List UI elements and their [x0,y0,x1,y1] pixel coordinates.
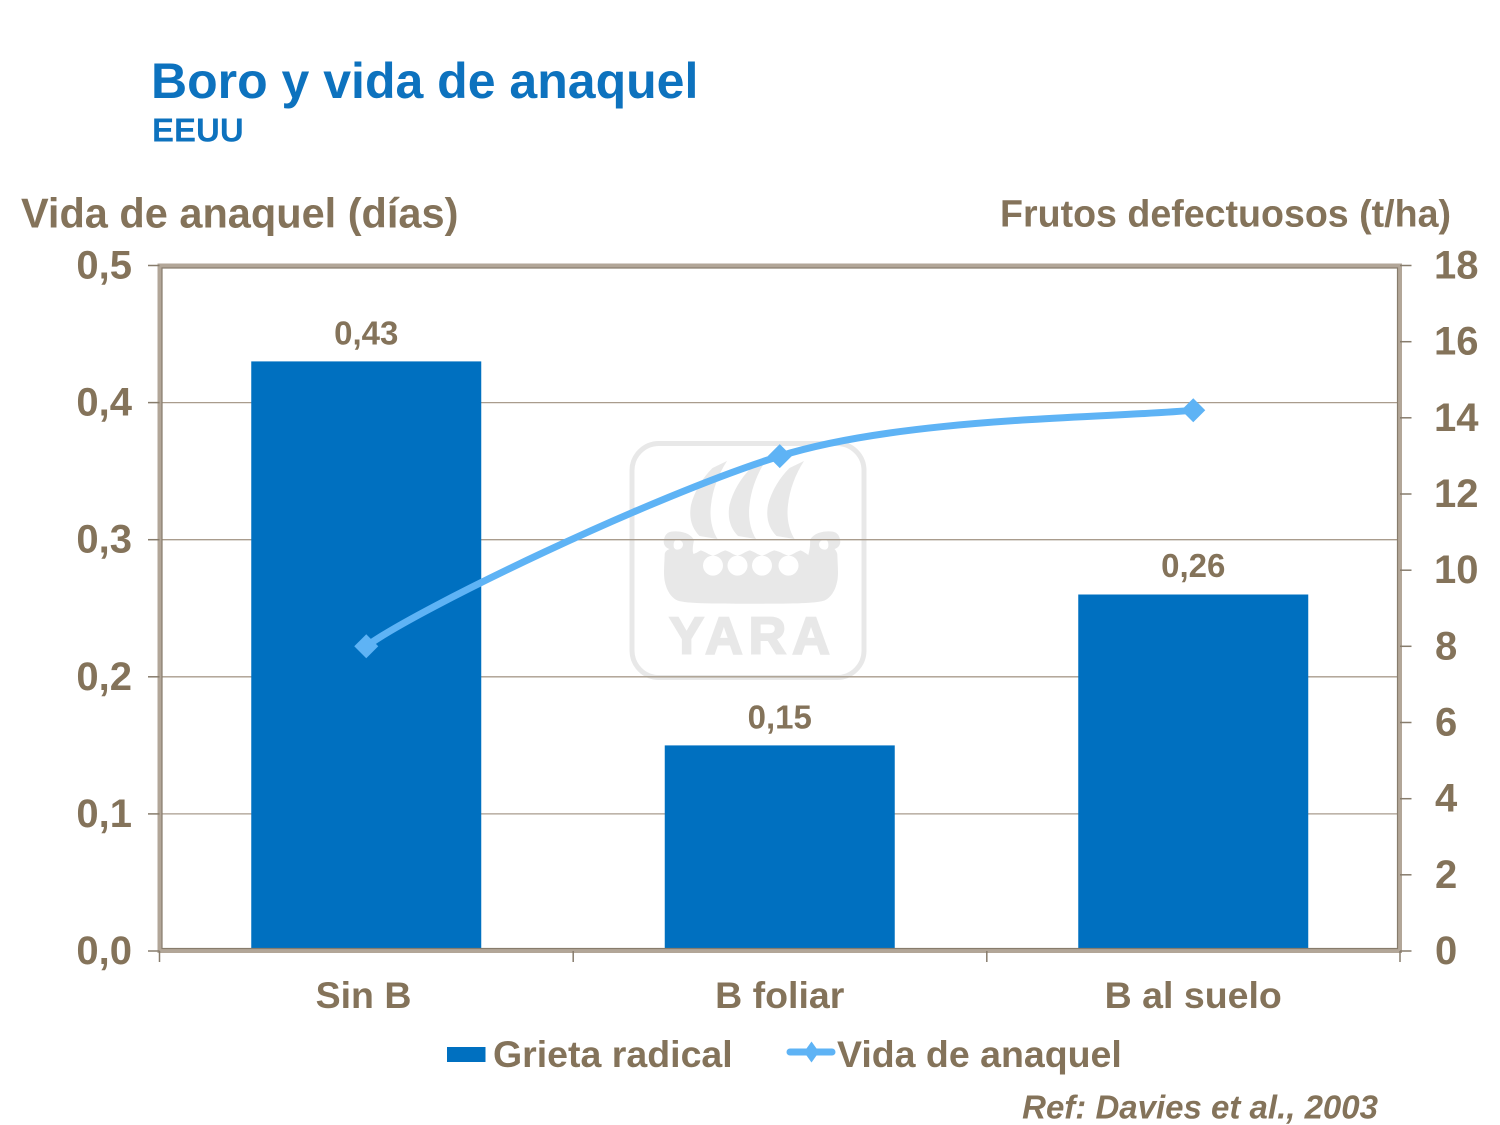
svg-text:10: 10 [1434,548,1479,592]
svg-text:Boro y vida de anaquel: Boro y vida de anaquel [151,53,698,109]
svg-text:2: 2 [1435,853,1457,897]
svg-text:B foliar: B foliar [715,974,845,1016]
svg-text:Frutos defectuosos (t/ha): Frutos defectuosos (t/ha) [1000,193,1451,235]
svg-text:0,5: 0,5 [76,244,132,288]
svg-text:0,0: 0,0 [76,929,132,973]
svg-text:B al suelo: B al suelo [1105,974,1282,1016]
svg-text:Ref: Davies et al., 2003: Ref: Davies et al., 2003 [1022,1089,1378,1125]
svg-text:0: 0 [1435,929,1457,973]
svg-text:18: 18 [1434,244,1479,288]
svg-text:16: 16 [1434,320,1479,364]
svg-text:0,43: 0,43 [334,315,398,352]
svg-text:YARA: YARA [669,608,836,666]
svg-text:Vida de anaquel (días): Vida de anaquel (días) [21,190,458,237]
svg-text:Vida de anaquel: Vida de anaquel [837,1033,1122,1075]
svg-text:12: 12 [1434,472,1479,516]
svg-text:Grieta radical: Grieta radical [493,1033,733,1075]
svg-text:0,1: 0,1 [76,792,132,836]
svg-text:4: 4 [1435,777,1458,821]
svg-text:0,15: 0,15 [748,699,812,736]
svg-text:8: 8 [1435,624,1457,668]
svg-text:0,2: 0,2 [76,655,132,699]
svg-text:0,4: 0,4 [76,381,132,425]
svg-text:6: 6 [1435,701,1457,745]
svg-text:0,3: 0,3 [76,518,132,562]
svg-text:Sin B: Sin B [316,974,412,1016]
svg-text:14: 14 [1434,396,1479,440]
svg-text:EEUU: EEUU [152,112,244,149]
svg-text:0,26: 0,26 [1161,547,1225,584]
